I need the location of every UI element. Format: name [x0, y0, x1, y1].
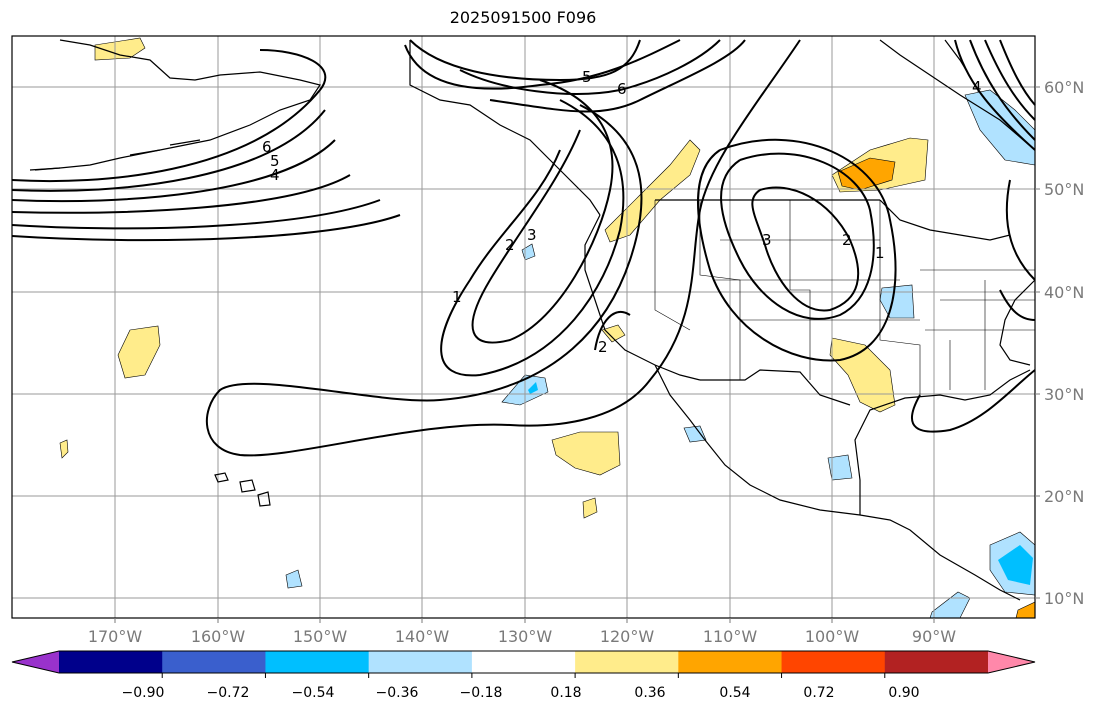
colorbar-segment [471, 651, 576, 673]
contour-label: 3 [762, 231, 772, 249]
colorbar-extend-low [12, 651, 59, 673]
height-contours [11, 39, 1036, 457]
lon-label: 110°W [703, 627, 758, 646]
coastlines [29, 39, 1036, 601]
positive-anomaly-area [582, 497, 598, 519]
lon-label: 140°W [395, 627, 450, 646]
contour-label: 1 [452, 288, 462, 306]
colorbar-tick-label: 0.72 [803, 685, 834, 701]
colorbar-segment [678, 651, 783, 673]
positive-anomaly-area [94, 37, 146, 61]
colorbar-tick-label: 0.36 [634, 685, 665, 701]
lon-label: 150°W [293, 627, 348, 646]
colorbar [11, 650, 1036, 678]
contour-label: 3 [527, 226, 537, 244]
colorbar-extend-high [988, 651, 1035, 673]
map-frame [11, 35, 1036, 619]
lat-ticks [1035, 86, 1040, 599]
positive-anomaly-area [59, 439, 69, 459]
colorbar-segment [781, 651, 886, 673]
negative-anomaly-area [528, 382, 538, 394]
negative-anomaly-area [827, 454, 853, 481]
lat-label: 60°N [1044, 78, 1084, 97]
contour-label: 5 [582, 68, 592, 86]
lon-ticks [114, 618, 935, 623]
positive-anomaly-area [601, 324, 626, 343]
colorbar-segment [162, 651, 266, 673]
contour-label: 6 [617, 80, 627, 98]
colorbar-tick-label: 0.18 [550, 685, 581, 701]
lat-label: 30°N [1044, 385, 1084, 404]
contour-labels: 6 5 4 5 6 1 2 3 3 2 1 2 4 [262, 68, 982, 356]
colorbar-tick-label: −0.54 [292, 685, 335, 701]
contour-label: 5 [270, 152, 280, 170]
lon-label: 170°W [88, 627, 143, 646]
map-title: 2025091500 F096 [449, 8, 597, 27]
colorbar-labels: −0.90 −0.72 −0.54 −0.36 −0.18 0.18 0.36 … [122, 685, 920, 701]
lat-label: 10°N [1044, 589, 1084, 608]
lat-label: 40°N [1044, 283, 1084, 302]
lon-label: 100°W [805, 627, 860, 646]
positive-anomaly-area [551, 431, 621, 476]
contour-label: 2 [842, 231, 852, 249]
colorbar-segment [265, 651, 370, 673]
state-borders [654, 200, 1035, 395]
contour-label: 6 [262, 138, 272, 156]
colorbar-tick-label: −0.90 [122, 685, 165, 701]
contour-label: 2 [598, 338, 608, 356]
lon-label: 90°W [912, 627, 956, 646]
colorbar-outline [11, 650, 1036, 674]
colorbar-tick-label: −0.72 [207, 685, 250, 701]
colorbar-segment [575, 651, 679, 673]
contour-label: 1 [875, 244, 885, 262]
negative-anomaly-area [998, 545, 1033, 585]
negative-anomaly-area [879, 284, 915, 319]
negative-anomaly-area [285, 569, 303, 589]
colorbar-segment [884, 651, 989, 673]
colorbar-tick-label: −0.18 [460, 685, 503, 701]
colorbar-tick-label: 0.90 [888, 685, 919, 701]
colorbar-tick-label: 0.54 [719, 685, 750, 701]
map-background [12, 36, 1035, 618]
contour-label: 2 [505, 236, 515, 254]
positive-anomaly-area [604, 139, 701, 243]
graticule [12, 36, 1035, 618]
lat-label: 50°N [1044, 180, 1084, 199]
lon-label: 120°W [600, 627, 655, 646]
lat-label: 20°N [1044, 487, 1084, 506]
colorbar-segment [368, 651, 473, 673]
contour-label: 4 [270, 166, 280, 184]
lon-label: 130°W [498, 627, 553, 646]
lon-label: 160°W [191, 627, 246, 646]
colorbar-segment [59, 651, 163, 673]
positive-anomaly-area [117, 325, 161, 379]
colorbar-tick-label: −0.36 [376, 685, 419, 701]
contour-label: 4 [972, 78, 982, 96]
